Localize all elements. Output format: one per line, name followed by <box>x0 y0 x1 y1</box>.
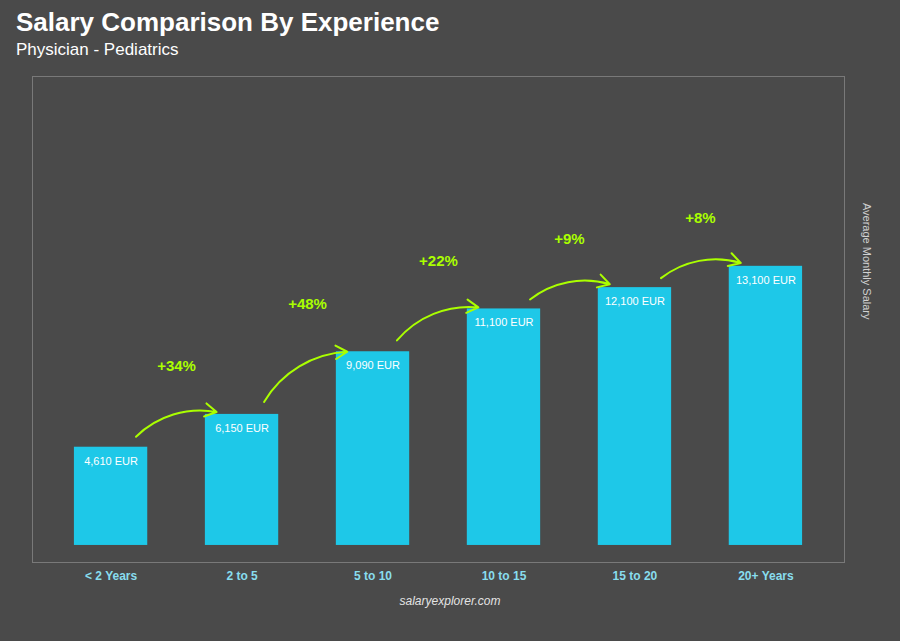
svg-text:2 to 5: 2 to 5 <box>226 569 258 583</box>
svg-text:20+ Years: 20+ Years <box>738 569 794 583</box>
svg-text:+22%: +22% <box>419 252 458 269</box>
svg-text:4,610 EUR: 4,610 EUR <box>84 455 138 467</box>
svg-text:6,150 EUR: 6,150 EUR <box>215 422 269 434</box>
svg-text:Average Monthly Salary: Average Monthly Salary <box>861 203 873 320</box>
svg-text:+34%: +34% <box>157 357 196 374</box>
html-text:Salary Comparison By Experienc: Salary Comparison By Experience <box>16 7 440 37</box>
svg-text:12,100 EUR: 12,100 EUR <box>605 295 665 307</box>
svg-text:9,090 EUR: 9,090 EUR <box>346 359 400 371</box>
svg-text:11,100 EUR: 11,100 EUR <box>474 316 533 328</box>
svg-text:13,100 EUR: 13,100 EUR <box>736 274 796 286</box>
svg-text:+8%: +8% <box>685 209 715 226</box>
html-text:Physician - Pediatrics: Physician - Pediatrics <box>16 40 179 59</box>
svg-text:< 2 Years: < 2 Years <box>85 569 137 583</box>
svg-text:+48%: +48% <box>288 295 327 312</box>
html-text:salaryexplorer.com: salaryexplorer.com <box>399 594 501 608</box>
svg-text:5 to 10: 5 to 10 <box>354 569 392 583</box>
svg-text:+9%: +9% <box>554 230 584 247</box>
svg-text:15 to 20: 15 to 20 <box>613 569 658 583</box>
svg-text:10 to 15: 10 to 15 <box>482 569 527 583</box>
